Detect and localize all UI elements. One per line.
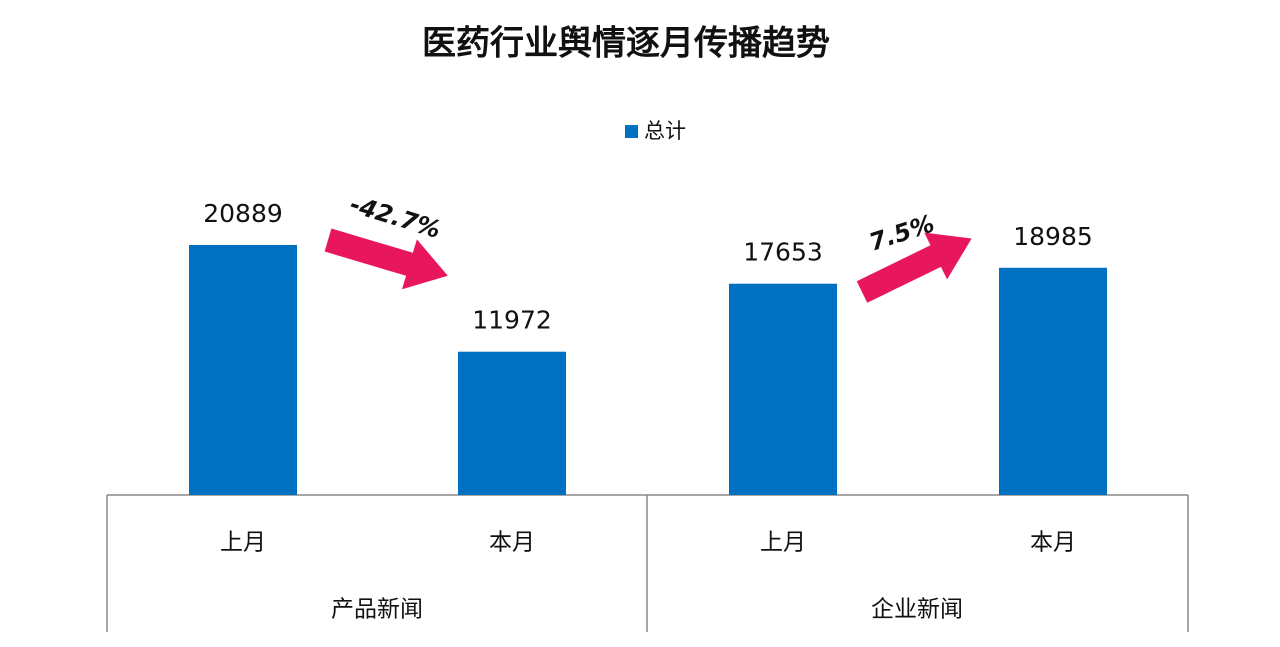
chart-title: 医药行业舆情逐月传播趋势 — [422, 24, 830, 64]
value-label: 18985 — [1013, 222, 1093, 251]
legend-label: 总计 — [644, 119, 686, 143]
x-tick-label: 本月 — [489, 530, 535, 556]
change-annotation: -42.7% — [347, 190, 444, 244]
bar — [458, 351, 566, 495]
trend-arrow — [856, 232, 972, 303]
bar — [189, 245, 297, 495]
bar — [999, 267, 1107, 495]
x-tick-label: 上月 — [760, 530, 806, 556]
value-label: 17653 — [743, 238, 823, 267]
trend-arrow — [324, 228, 448, 290]
bar — [729, 283, 837, 495]
value-label: 20889 — [203, 199, 283, 228]
x-tick-label: 本月 — [1030, 530, 1076, 556]
x-tick-label: 上月 — [220, 530, 266, 556]
group-label: 产品新闻 — [331, 597, 423, 623]
value-label: 11972 — [472, 306, 552, 335]
legend-swatch — [625, 125, 638, 138]
group-label: 企业新闻 — [871, 597, 963, 623]
